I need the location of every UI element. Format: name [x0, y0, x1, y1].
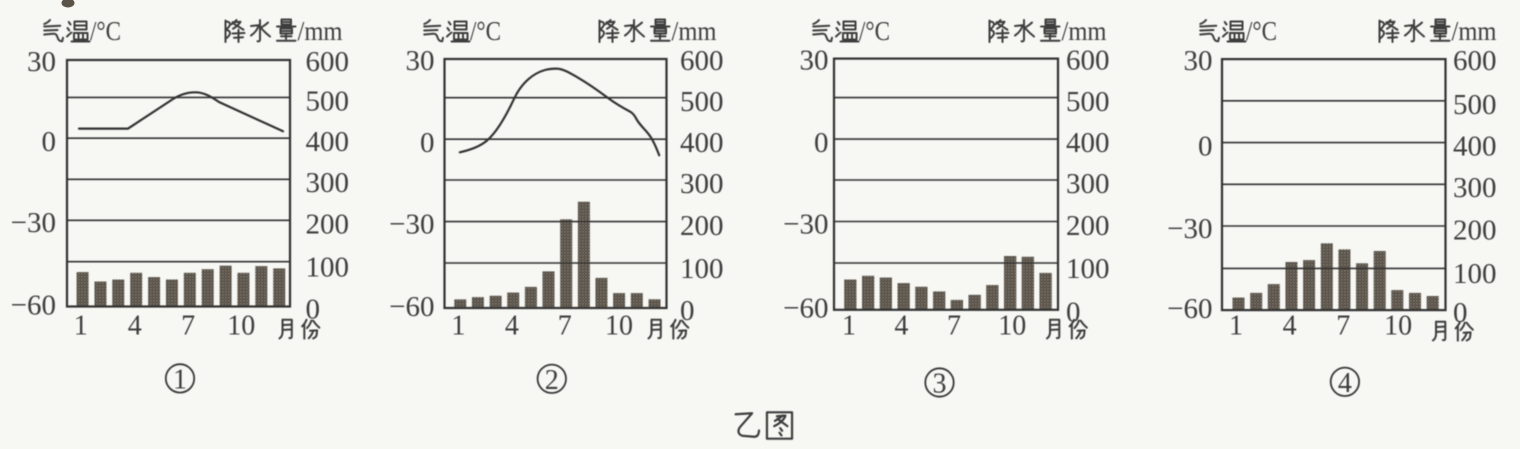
- svg-text:1: 1: [1229, 311, 1243, 342]
- svg-text:3: 3: [933, 369, 947, 400]
- svg-text:10: 10: [998, 311, 1026, 342]
- svg-text:500: 500: [680, 86, 724, 118]
- svg-text:400: 400: [306, 126, 350, 158]
- svg-text:0: 0: [680, 295, 695, 327]
- svg-text:100: 100: [1066, 253, 1110, 285]
- svg-text:4: 4: [1338, 368, 1352, 399]
- svg-text:300: 300: [1453, 172, 1497, 204]
- svg-text:/°C: /°C: [1246, 16, 1277, 46]
- svg-text:4: 4: [1283, 311, 1297, 342]
- svg-text:/°C: /°C: [470, 16, 501, 46]
- svg-text:0: 0: [814, 127, 829, 159]
- svg-text:400: 400: [680, 127, 724, 159]
- svg-text:−60: −60: [11, 289, 56, 321]
- svg-text:4: 4: [128, 311, 142, 342]
- svg-text:7: 7: [1336, 311, 1350, 342]
- svg-text:7: 7: [947, 311, 961, 342]
- svg-text:30: 30: [1184, 45, 1213, 77]
- svg-text:500: 500: [306, 86, 350, 118]
- svg-text:30: 30: [800, 44, 829, 76]
- svg-text:1: 1: [451, 311, 465, 342]
- svg-text:30: 30: [406, 45, 435, 77]
- svg-text:200: 200: [1066, 210, 1110, 242]
- svg-text:400: 400: [1066, 127, 1110, 159]
- svg-text:−60: −60: [1167, 293, 1212, 325]
- svg-text:/mm: /mm: [672, 16, 717, 46]
- svg-text:−60: −60: [389, 291, 434, 323]
- svg-text:200: 200: [306, 209, 350, 241]
- svg-text:30: 30: [27, 46, 56, 78]
- svg-text:0: 0: [1453, 297, 1468, 329]
- svg-text:300: 300: [306, 167, 350, 199]
- svg-text:4: 4: [505, 311, 519, 342]
- svg-text:10: 10: [227, 311, 255, 342]
- svg-text:/mm: /mm: [1452, 16, 1497, 46]
- svg-text:/°C: /°C: [90, 16, 121, 46]
- svg-text:100: 100: [1453, 258, 1497, 290]
- svg-text:100: 100: [306, 252, 350, 284]
- svg-text:0: 0: [1066, 297, 1081, 329]
- svg-text:−30: −30: [389, 208, 434, 240]
- svg-text:/°C: /°C: [859, 16, 890, 46]
- svg-text:4: 4: [894, 311, 908, 342]
- svg-text:10: 10: [1384, 311, 1412, 342]
- svg-text:100: 100: [680, 253, 724, 285]
- svg-text:500: 500: [1066, 86, 1110, 118]
- svg-text:−30: −30: [11, 207, 56, 239]
- svg-text:300: 300: [1066, 168, 1110, 200]
- svg-text:1: 1: [842, 311, 856, 342]
- svg-text:0: 0: [306, 293, 321, 325]
- svg-text:1: 1: [74, 311, 88, 342]
- svg-text:600: 600: [306, 46, 350, 78]
- svg-text:10: 10: [605, 311, 633, 342]
- svg-text:/mm: /mm: [1062, 16, 1107, 46]
- svg-text:600: 600: [680, 45, 724, 77]
- svg-text:300: 300: [680, 168, 724, 200]
- svg-text:500: 500: [1453, 89, 1497, 121]
- svg-text:600: 600: [1453, 45, 1497, 77]
- svg-text:200: 200: [680, 210, 724, 242]
- svg-text:600: 600: [1066, 44, 1110, 76]
- svg-text:−30: −30: [1167, 213, 1212, 245]
- svg-text:0: 0: [42, 126, 57, 158]
- svg-text:0: 0: [1198, 130, 1213, 162]
- svg-text:400: 400: [1453, 130, 1497, 162]
- svg-text:7: 7: [181, 311, 195, 342]
- svg-text:200: 200: [1453, 214, 1497, 246]
- svg-text:−30: −30: [783, 208, 828, 240]
- svg-text:7: 7: [558, 311, 572, 342]
- svg-text:1: 1: [173, 364, 187, 395]
- svg-text:−60: −60: [783, 293, 828, 325]
- svg-text:2: 2: [545, 365, 559, 396]
- svg-text:0: 0: [420, 127, 435, 159]
- svg-text:/mm: /mm: [298, 16, 343, 46]
